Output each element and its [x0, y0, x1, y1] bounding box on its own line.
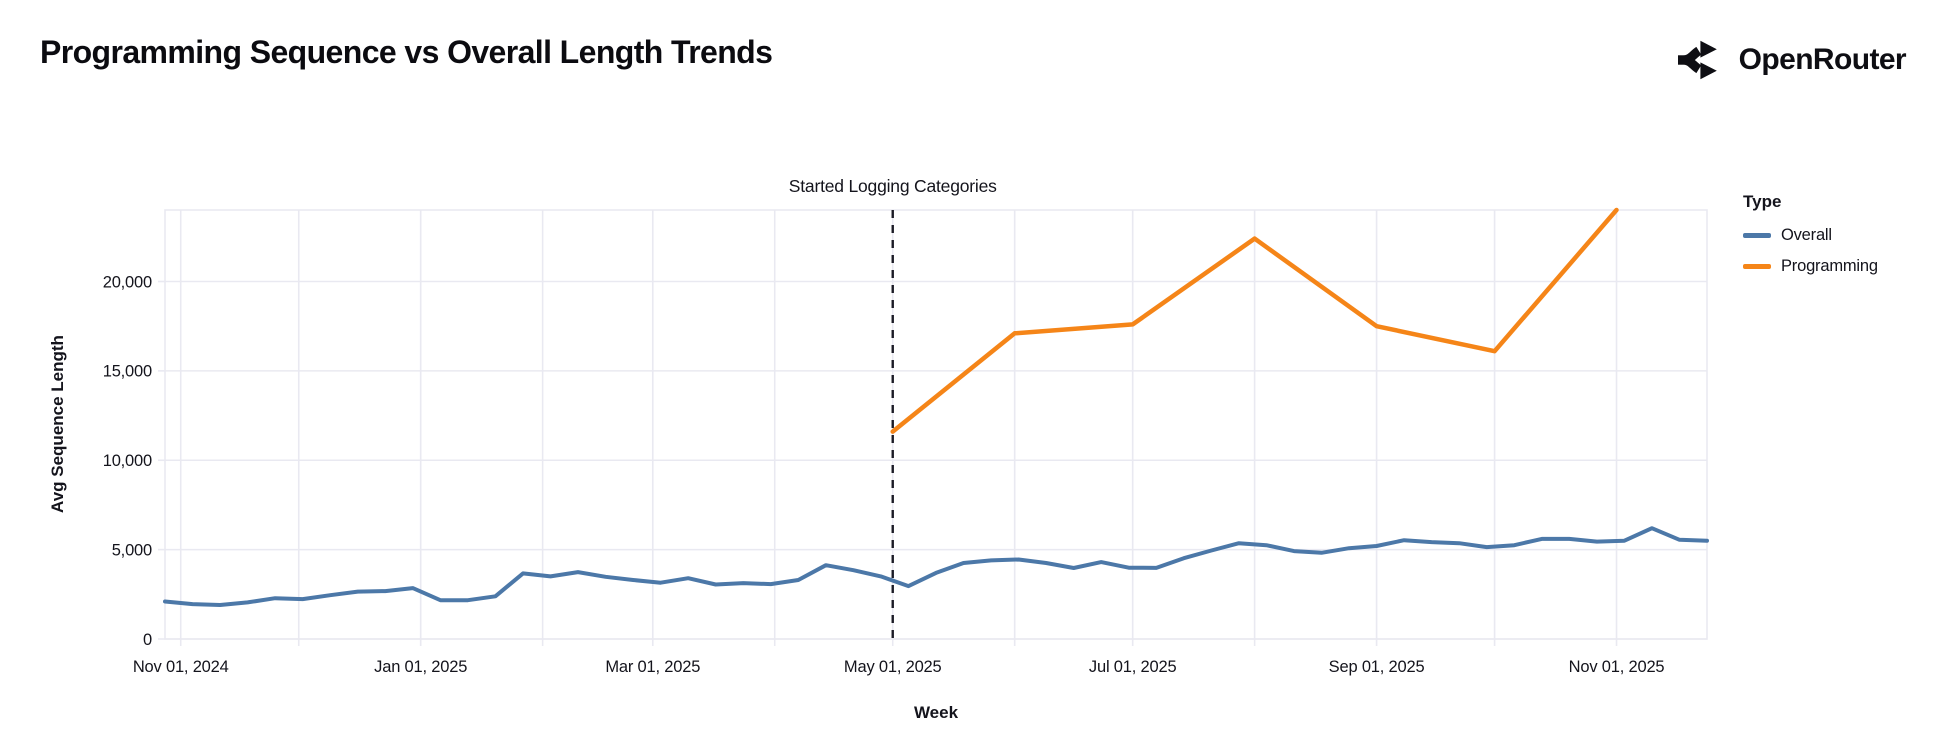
- x-tick-label: Nov 01, 2025: [1569, 658, 1665, 676]
- legend-title: Type: [1743, 192, 1782, 211]
- legend-item-label: Overall: [1781, 225, 1832, 244]
- page-title: Programming Sequence vs Overall Length T…: [40, 34, 773, 70]
- programming-swatch: [1743, 263, 1771, 269]
- legend-item-label: Programming: [1781, 256, 1878, 275]
- x-tick-label: Sep 01, 2025: [1329, 658, 1425, 676]
- overall-swatch: [1743, 232, 1771, 238]
- x-tick-label: Jul 01, 2025: [1089, 658, 1177, 676]
- x-tick-label: Jan 01, 2025: [374, 658, 467, 676]
- brand-name: OpenRouter: [1738, 43, 1907, 76]
- x-tick-label: May 01, 2025: [844, 658, 942, 676]
- y-tick-label: 10,000: [103, 452, 152, 470]
- chart-legend: Type Overall Programming: [1743, 192, 1933, 286]
- legend-item-overall: Overall: [1743, 224, 1933, 246]
- openrouter-logo-icon: [1677, 40, 1717, 80]
- legend-item-programming: Programming: [1743, 255, 1933, 277]
- brand-lockup: OpenRouter: [1674, 32, 1907, 88]
- annotation-label: Started Logging Categories: [789, 176, 997, 196]
- x-tick-label: Mar 01, 2025: [605, 658, 700, 676]
- y-axis-title: Avg Sequence Length: [48, 335, 67, 513]
- plot-border: [164, 209, 1708, 640]
- y-tick-label: 15,000: [103, 363, 152, 381]
- y-tick-label: 5,000: [112, 541, 152, 559]
- x-axis-title: Week: [913, 703, 959, 722]
- overall-line: [163, 526, 1709, 607]
- y-tick-label: 20,000: [103, 273, 152, 291]
- y-tick-label: 0: [143, 631, 152, 649]
- x-tick-label: Nov 01, 2024: [133, 658, 229, 676]
- programming-line: [890, 207, 1619, 434]
